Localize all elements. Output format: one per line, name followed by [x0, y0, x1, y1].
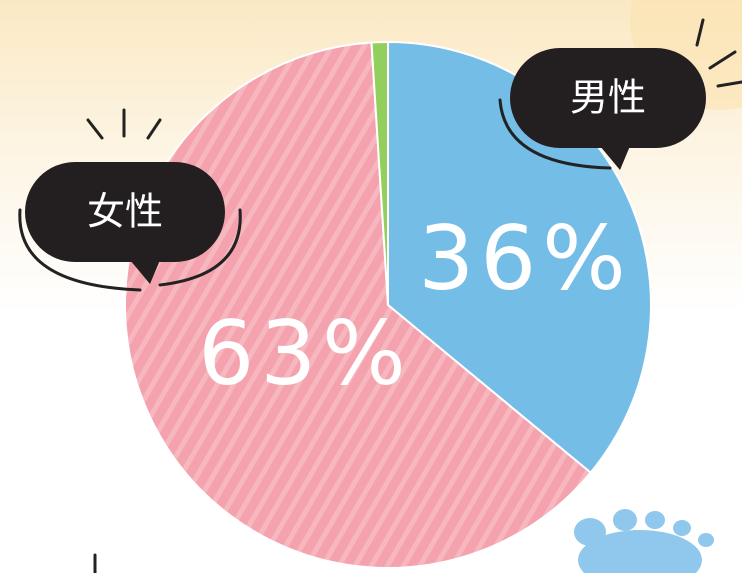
legend-label: 女性	[87, 190, 163, 234]
decoration	[18, 18, 742, 573]
speech-bubble-tail	[600, 146, 630, 170]
pie-slice	[124, 41, 593, 569]
value-label: 63%	[198, 302, 412, 405]
value-label: 36%	[418, 207, 632, 310]
speech-bubble	[510, 48, 706, 148]
slices: 36%63%	[124, 40, 652, 569]
pie-slice	[387, 40, 652, 475]
pie-slice	[370, 40, 389, 306]
speech-bubble	[25, 162, 225, 262]
speech-bubble-tail	[130, 260, 160, 284]
legend-label: 男性	[570, 76, 646, 120]
foot-icon	[574, 509, 714, 573]
